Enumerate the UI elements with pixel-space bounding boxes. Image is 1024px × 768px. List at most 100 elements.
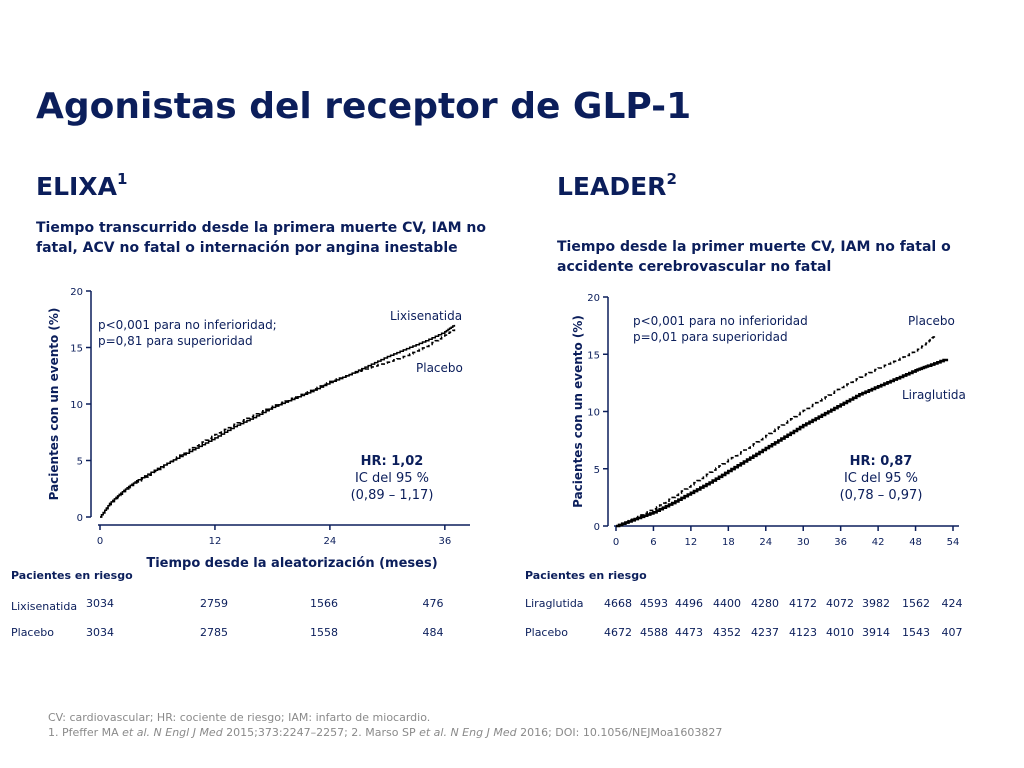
- elixa-title: ELIXA1: [36, 170, 128, 201]
- risk-row: Liraglutida 4668 4593 4496 4400 4280 4172 4072 3…: [525, 597, 1015, 613]
- risk-value: 1566: [310, 597, 338, 610]
- risk-value: 4672: [604, 626, 632, 639]
- x-tick-label: 24: [324, 536, 337, 547]
- y-axis-label: Pacientes con un evento (%): [571, 315, 585, 508]
- x-tick-label: 42: [872, 537, 885, 548]
- leader-title: LEADER2: [557, 170, 677, 201]
- elixa-ref: 1: [116, 170, 128, 188]
- risk-value: 3034: [86, 626, 114, 639]
- series-line-liraglutida: [616, 358, 949, 528]
- leader-pvalue-1: p<0,001 para no inferioridad: [633, 314, 808, 328]
- footnote-ref-b: et al. N Engl J Med: [122, 726, 223, 739]
- risk-value: 2759: [200, 597, 228, 610]
- footnote-ref-c: 2015;373:2247–2257; 2. Marso SP: [222, 726, 420, 739]
- y-tick-label: 10: [70, 400, 83, 411]
- y-tick-label: 5: [594, 465, 600, 476]
- leader-hr: HR: 0,87: [850, 454, 913, 469]
- risk-value: 4123: [789, 626, 817, 639]
- risk-row-label: Placebo: [525, 626, 568, 639]
- elixa-pvalue-1: p<0,001 para no inferioridad;: [98, 318, 277, 332]
- footnote-ref-a: 1. Pfeffer MA: [48, 726, 123, 739]
- risk-row-label: Placebo: [11, 626, 54, 639]
- leader-ci-label: IC del 95 %: [844, 471, 918, 486]
- x-tick-label: 0: [97, 536, 103, 547]
- elixa-pvalue-2: p=0,81 para superioridad: [98, 334, 253, 348]
- risk-value: 4072: [826, 597, 854, 610]
- risk-value: 1543: [902, 626, 930, 639]
- series-label-placebo: Placebo: [416, 361, 463, 375]
- y-tick-label: 0: [77, 513, 83, 524]
- x-tick-label: 18: [722, 537, 735, 548]
- y-tick-label: 5: [77, 457, 83, 468]
- y-tick-label: 0: [594, 522, 600, 533]
- risk-value: 4593: [640, 597, 668, 610]
- risk-value: 1562: [902, 597, 930, 610]
- risk-value: 484: [422, 626, 444, 639]
- y-axis-label: Pacientes con un evento (%): [47, 308, 61, 501]
- footnote-ref-e: 2016; DOI: 10.1056/NEJMoa1603827: [516, 726, 723, 739]
- risk-value: 2785: [200, 626, 228, 639]
- series-label-placebo: Placebo: [908, 314, 955, 328]
- leader-ref: 2: [666, 170, 677, 188]
- elixa-hr: HR: 1,02: [361, 454, 424, 469]
- x-tick-label: 12: [685, 537, 698, 548]
- y-tick-label: 10: [587, 408, 600, 419]
- footnote-ref-d: et al. N Eng J Med: [419, 726, 517, 739]
- risk-value: 4237: [751, 626, 779, 639]
- risk-row: Lixisenatida 3034 2759 1566 476: [11, 597, 501, 613]
- x-tick-label: 48: [909, 537, 922, 548]
- risk-value: 4473: [675, 626, 703, 639]
- y-tick-label: 20: [70, 287, 83, 298]
- elixa-ci-value: (0,89 – 1,17): [351, 488, 434, 503]
- y-tick-label: 15: [587, 350, 600, 361]
- risk-value: 3034: [86, 597, 114, 610]
- risk-value: 4352: [713, 626, 741, 639]
- risk-value: 1558: [310, 626, 338, 639]
- risk-row-label: Liraglutida: [525, 597, 584, 610]
- leader-endpoint: Tiempo desde la primer muerte CV, IAM no…: [557, 239, 951, 275]
- y-tick-label: 20: [587, 293, 600, 304]
- leader-risk-title: Pacientes en riesgo: [525, 569, 647, 582]
- page-title: Agonistas del receptor de GLP-1: [36, 86, 692, 127]
- series-line-placebo: [100, 329, 456, 518]
- risk-value: 4280: [751, 597, 779, 610]
- risk-value: 4400: [713, 597, 741, 610]
- risk-value: 4588: [640, 626, 668, 639]
- risk-value: 424: [941, 597, 963, 610]
- series-label-liraglutida: Liraglutida: [902, 388, 966, 402]
- x-tick-label: 24: [759, 537, 772, 548]
- risk-value: 407: [941, 626, 963, 639]
- x-axis-label: Tiempo desde la aleatorización (meses): [146, 556, 437, 571]
- risk-row-label: Lixisenatida: [11, 600, 78, 613]
- elixa-name: ELIXA: [36, 172, 117, 201]
- y-tick-label: 15: [70, 344, 83, 355]
- series-label-lixisenatida: Lixisenatida: [390, 309, 462, 323]
- x-tick-label: 6: [650, 537, 656, 548]
- risk-value: 3982: [862, 597, 890, 610]
- risk-value: 4010: [826, 626, 854, 639]
- leader-ci-value: (0,78 – 0,97): [840, 488, 923, 503]
- elixa-endpoint: Tiempo transcurrido desde la primera mue…: [36, 220, 487, 256]
- leader-name: LEADER: [557, 172, 667, 201]
- footnote-references: 1. Pfeffer MA et al. N Engl J Med 2015;3…: [48, 725, 722, 740]
- risk-row: Placebo 4672 4588 4473 4352 4237 4123 4010 3914 1…: [525, 626, 1015, 642]
- x-tick-label: 30: [797, 537, 810, 548]
- x-tick-label: 54: [947, 537, 960, 548]
- risk-value: 4172: [789, 597, 817, 610]
- elixa-risk-title: Pacientes en riesgo: [11, 569, 133, 582]
- x-tick-label: 12: [209, 536, 222, 547]
- elixa-chart: 0 5 10 15 20 0 12 24 36 Pacientes con un evento (…: [47, 287, 470, 571]
- x-tick-label: 36: [438, 536, 451, 547]
- series-line-placebo: [616, 335, 936, 527]
- leader-chart: 0 5 10 15 20 0 6 12 18 24 30 36 42 48 54 Pacientes con …: [571, 293, 966, 548]
- risk-value: 4668: [604, 597, 632, 610]
- elixa-ci-label: IC del 95 %: [355, 471, 429, 486]
- risk-value: 3914: [862, 626, 890, 639]
- footnote-abbreviations: CV: cardiovascular; HR: cociente de ries…: [48, 711, 431, 724]
- footnotes: CV: cardiovascular; HR: cociente de ries…: [48, 710, 722, 740]
- risk-row: Placebo 3034 2785 1558 484: [11, 626, 501, 642]
- risk-value: 476: [422, 597, 444, 610]
- x-tick-label: 36: [834, 537, 847, 548]
- leader-pvalue-2: p=0,01 para superioridad: [633, 330, 788, 344]
- risk-value: 4496: [675, 597, 703, 610]
